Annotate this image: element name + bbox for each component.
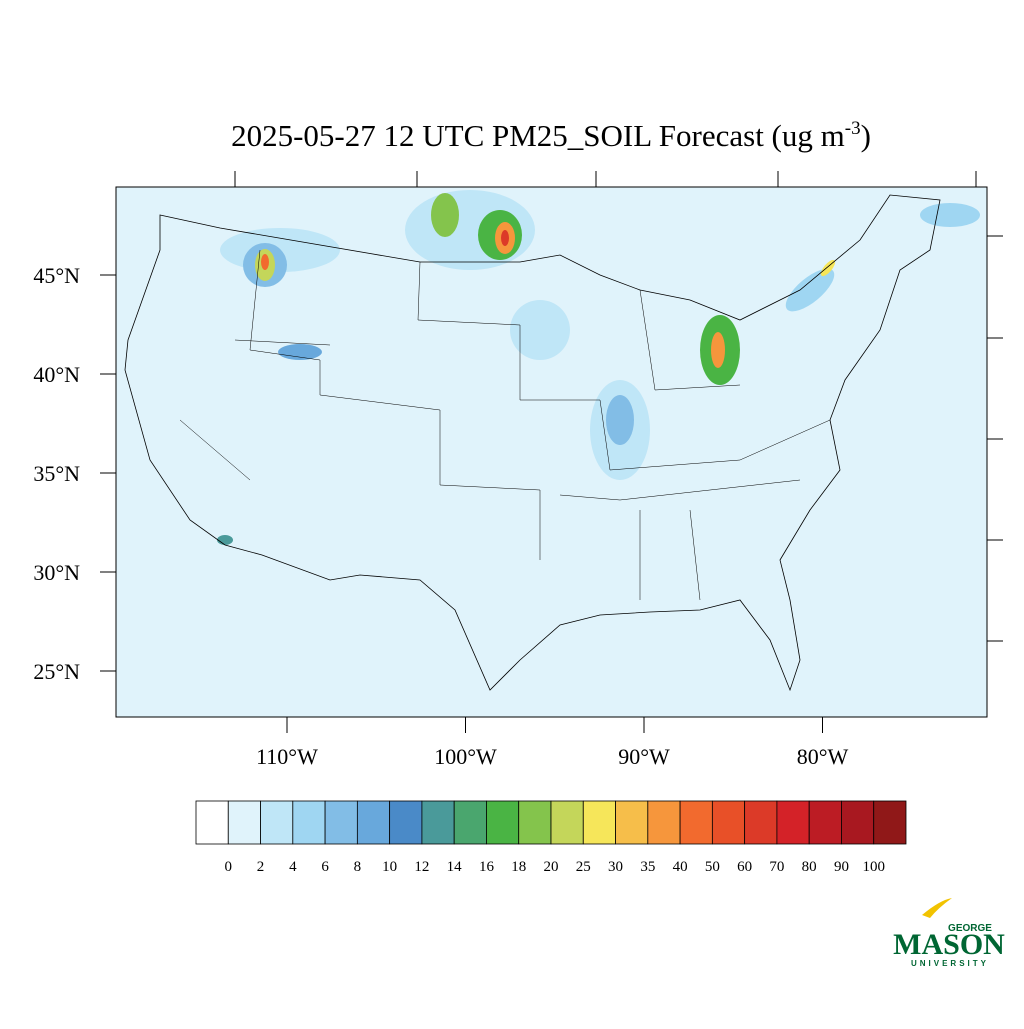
colorbar-label: 70 <box>769 859 784 875</box>
colorbar-box <box>486 800 520 845</box>
lon-label: 80°W <box>797 744 849 769</box>
title-text: 2025-05-27 12 UTC PM25_SOIL Forecast (ug… <box>231 118 845 153</box>
colorbar-box <box>195 800 229 845</box>
colorbar-label: 8 <box>354 859 362 875</box>
colorbar-box <box>711 800 746 845</box>
colorbar-label: 4 <box>289 859 297 875</box>
colorbar-box <box>808 800 842 845</box>
colorbar-box <box>550 800 584 845</box>
colorbar-label: 16 <box>479 859 495 875</box>
colorbar-box <box>647 800 681 845</box>
title: 2025-05-27 12 UTC PM25_SOIL Forecast (ug… <box>231 118 871 153</box>
colorbar-box <box>744 800 778 845</box>
colorbar-box <box>518 800 552 845</box>
colorbar-label: 14 <box>447 859 463 875</box>
logo: GEORGE MASON UNIVERSITY <box>893 898 1005 968</box>
colorbar-label: 10 <box>382 859 397 875</box>
lon-label: 90°W <box>618 744 670 769</box>
colorbar-label: 6 <box>321 859 329 875</box>
map-field <box>116 187 987 717</box>
colorbar-label: 25 <box>576 859 591 875</box>
lat-label: 45°N <box>33 263 80 288</box>
colorbar-label: 80 <box>802 859 817 875</box>
map-frame <box>115 186 988 718</box>
colorbar-box <box>679 800 713 845</box>
colorbar-box <box>356 800 391 845</box>
colorbar-label: 18 <box>511 859 526 875</box>
colorbar-box <box>776 800 810 845</box>
colorbar-box <box>292 800 326 845</box>
lat-label: 30°N <box>33 560 80 585</box>
logo-bottom: UNIVERSITY <box>911 959 989 968</box>
colorbar-box <box>453 800 487 845</box>
colorbar-box <box>841 800 875 845</box>
logo-main: MASON <box>893 928 1005 961</box>
colorbar-box <box>389 800 423 845</box>
colorbar-label: 35 <box>640 859 655 875</box>
colorbar-box <box>421 800 455 845</box>
colorbar-label: 40 <box>673 859 688 875</box>
colorbar-label: 90 <box>834 859 849 875</box>
colorbar-box <box>873 800 907 845</box>
title-superscript: -3 <box>845 118 861 139</box>
colorbar-label: 100 <box>862 859 885 875</box>
map-ticks <box>234 171 1003 642</box>
colorbar-label: 0 <box>225 859 233 875</box>
colorbar-label: 2 <box>257 859 265 875</box>
logo-top: GEORGE <box>948 923 992 934</box>
colorbar-label: 20 <box>544 859 559 875</box>
lat-label: 35°N <box>33 461 80 486</box>
colorbar-label: 12 <box>414 859 429 875</box>
lon-label: 110°W <box>256 744 318 769</box>
lat-label: 25°N <box>33 659 80 684</box>
title-end: ) <box>861 118 871 153</box>
colorbar-label: 30 <box>608 859 623 875</box>
colorbar-label: 50 <box>705 859 720 875</box>
colorbar-box <box>615 800 649 845</box>
colorbar-box <box>260 800 294 845</box>
colorbar-box <box>324 800 358 845</box>
colorbar-box <box>227 800 261 845</box>
lon-label: 100°W <box>434 744 497 769</box>
colorbar-box <box>582 800 616 845</box>
colorbar-label: 60 <box>737 859 752 875</box>
lat-label: 40°N <box>33 362 80 387</box>
